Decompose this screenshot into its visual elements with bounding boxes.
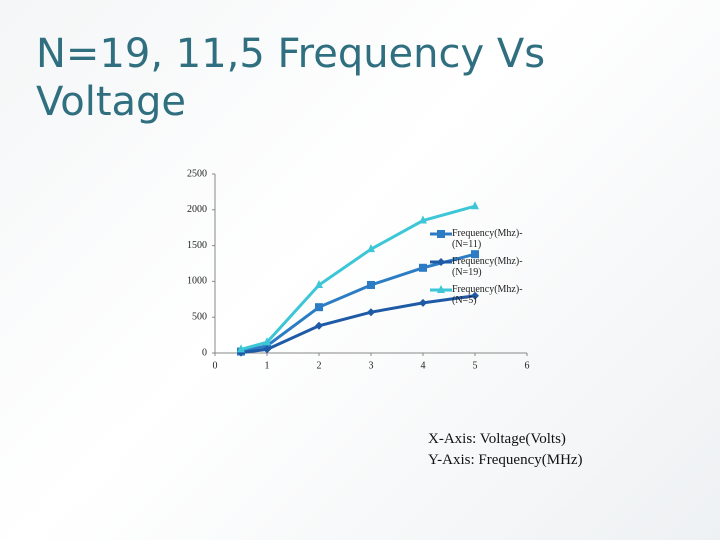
annotation: X-Axis: Voltage(Volts) (428, 431, 566, 447)
marker (367, 308, 375, 317)
y-tick-label: 500 (192, 311, 207, 322)
marker (315, 279, 323, 288)
marker (471, 201, 479, 210)
legend-item: Frequency(Mhz)-(N=11) (430, 228, 540, 256)
marker (263, 345, 271, 354)
x-tick-label: 5 (473, 360, 478, 371)
legend-label: Frequency(Mhz)-(N=19) (452, 256, 523, 278)
x-tick-label: 2 (317, 360, 322, 371)
marker (315, 321, 323, 330)
legend-swatch (430, 230, 452, 238)
annotation: Y-Axis: Frequency(MHz) (428, 452, 583, 468)
marker (367, 244, 375, 253)
slide-title: N=19, 11,5 Frequency Vs Voltage (36, 31, 546, 125)
marker (437, 258, 445, 266)
legend-label: Frequency(Mhz)-(N=5) (452, 284, 523, 306)
y-tick-label: 2500 (187, 168, 207, 179)
marker (419, 263, 427, 272)
marker (237, 344, 245, 353)
x-tick-label: 3 (369, 360, 374, 371)
series-line (240, 294, 476, 355)
marker (367, 280, 375, 289)
marker (263, 337, 271, 346)
y-tick-label: 1500 (187, 240, 207, 251)
x-tick-label: 0 (213, 360, 218, 371)
legend-label: Frequency(Mhz)-(N=11) (452, 228, 523, 250)
x-tick-label: 4 (421, 360, 426, 371)
legend: Frequency(Mhz)-(N=11) Frequency(Mhz)-(N=1… (430, 228, 540, 312)
series-line (240, 204, 476, 351)
series-line (240, 252, 476, 354)
marker (419, 298, 427, 307)
y-tick-label: 1000 (187, 276, 207, 287)
marker (471, 291, 479, 300)
legend-item: Frequency(Mhz)-(N=19) (430, 256, 540, 284)
marker (315, 303, 323, 312)
x-tick-label: 6 (525, 360, 530, 371)
y-tick-label: 0 (202, 347, 207, 358)
marker (437, 230, 445, 238)
legend-swatch (430, 258, 452, 266)
y-tick-label: 2000 (187, 204, 207, 215)
marker (471, 250, 479, 259)
marker (419, 215, 427, 224)
x-tick-label: 1 (265, 360, 270, 371)
legend-item: Frequency(Mhz)-(N=5) (430, 284, 540, 312)
marker (437, 285, 445, 293)
legend-swatch (430, 285, 452, 293)
